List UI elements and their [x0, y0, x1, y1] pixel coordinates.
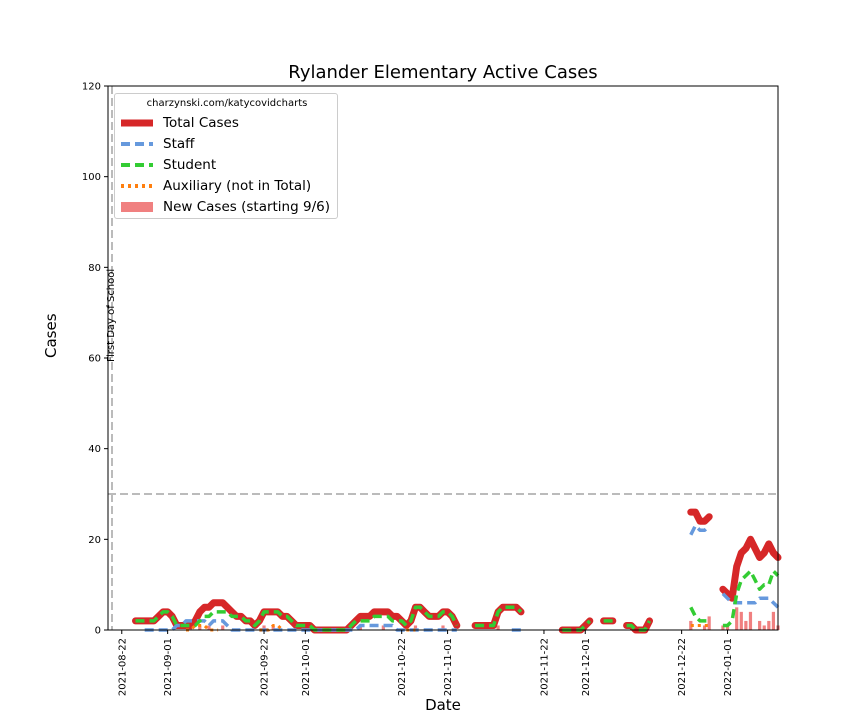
legend-item-auxiliary: Auxiliary (not in Total) — [119, 176, 311, 196]
legend-swatch-new-cases — [121, 202, 153, 212]
new-cases-bar — [198, 625, 202, 630]
new-cases-bar — [748, 611, 753, 630]
legend-swatch-total — [121, 119, 153, 127]
new-cases-bar — [771, 611, 776, 630]
new-cases-bar — [381, 625, 385, 630]
new-cases-bar — [725, 625, 730, 630]
x-tick-label: 2021-10-01 — [301, 638, 312, 696]
new-cases-bar — [707, 616, 711, 630]
total-series-line — [687, 508, 713, 525]
legend-swatch-staff — [121, 142, 153, 146]
legend-label-new-cases: New Cases (starting 9/6) — [163, 199, 330, 215]
legend-label-student: Student — [163, 157, 217, 173]
y-tick-label: 120 — [82, 82, 101, 93]
new-cases-bar — [413, 625, 418, 630]
legend-item-staff: Staff — [119, 134, 194, 154]
student-series-line — [135, 605, 459, 632]
legend-item-new-cases: New Cases (starting 9/6) — [119, 197, 330, 217]
y-tick-label: 60 — [88, 354, 101, 365]
new-cases-bar — [744, 620, 748, 630]
y-axis-ticks: 0 20 40 60 80 100 120 — [82, 82, 108, 637]
y-tick-label: 100 — [82, 172, 101, 183]
chart-title: Rylander Elementary Active Cases — [288, 62, 598, 83]
new-cases-bar — [739, 611, 743, 630]
reference-lines — [108, 86, 778, 630]
x-tick-label: 2021-11-22 — [539, 638, 550, 696]
series-lines — [132, 508, 782, 634]
legend-label-staff: Staff — [163, 136, 195, 152]
y-tick-label: 20 — [88, 535, 101, 546]
x-tick-label: 2021-09-01 — [163, 638, 174, 696]
total-series-line — [719, 535, 782, 602]
first-day-label: First Day of School — [106, 269, 117, 362]
new-cases-bar — [271, 625, 275, 630]
x-tick-label: 2021-10-22 — [397, 638, 408, 696]
legend-title: charzynski.com/katycovidcharts — [146, 98, 308, 109]
new-cases-bar — [441, 625, 445, 630]
y-tick-label: 0 — [95, 626, 101, 637]
auxiliary-series-line — [259, 624, 284, 632]
staff-series-line — [689, 523, 711, 536]
y-tick-label: 40 — [88, 444, 101, 455]
new-cases-bar — [758, 620, 762, 630]
legend: charzynski.com/katycovidcharts Total Cas… — [114, 93, 338, 219]
new-cases-bar — [735, 607, 739, 630]
new-cases-bar — [767, 620, 771, 630]
x-tick-label: 2021-09-22 — [260, 638, 271, 696]
x-axis-ticks: 2021-08-22 2021-09-01 2021-09-22 2021-10-01… — [117, 630, 734, 696]
new-cases-bar — [207, 625, 211, 630]
new-cases-bar — [762, 625, 766, 630]
y-tick-label: 80 — [88, 263, 101, 274]
staff-series-line — [721, 592, 780, 609]
legend-swatch-auxiliary — [121, 184, 153, 188]
new-cases-bar — [721, 625, 725, 630]
new-cases-bar — [702, 625, 707, 630]
y-axis-label: Cases — [42, 313, 60, 358]
legend-item-student: Student — [119, 155, 216, 175]
x-tick-label: 2021-08-22 — [117, 638, 128, 696]
new-cases-bar — [262, 625, 266, 630]
x-tick-label: 2021-12-22 — [677, 638, 688, 696]
x-tick-label: 2022-01-01 — [723, 638, 734, 696]
new-cases-bar — [496, 625, 500, 630]
legend-label-total: Total Cases — [163, 115, 239, 131]
x-axis-label: Date — [425, 696, 461, 714]
x-tick-label: 2021-11-01 — [443, 638, 454, 696]
new-cases-bar — [221, 625, 225, 630]
student-series-line — [689, 606, 710, 623]
student-series-line — [626, 620, 652, 632]
legend-label-auxiliary: Auxiliary (not in Total) — [163, 178, 312, 194]
legend-item-total: Total Cases — [119, 113, 239, 133]
x-tick-label: 2021-12-01 — [581, 638, 592, 696]
student-series-line — [475, 605, 523, 628]
legend-swatch-student — [121, 163, 153, 167]
